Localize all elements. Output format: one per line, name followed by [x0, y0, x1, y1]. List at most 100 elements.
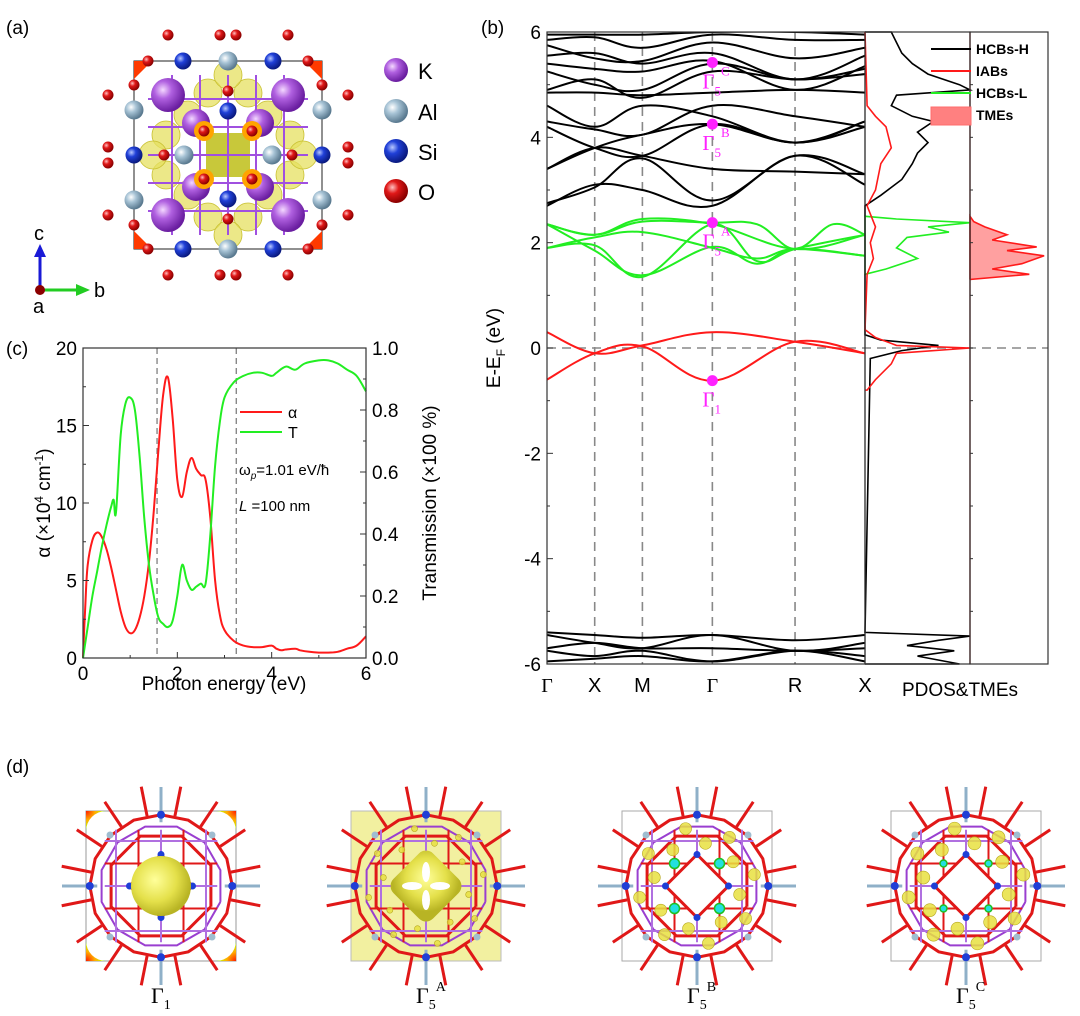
state-label: Γ5B [687, 980, 716, 1013]
bond [709, 786, 719, 817]
si-atom [962, 851, 970, 858]
state-label: Γ1 [151, 983, 171, 1013]
si-atom [1033, 882, 1042, 890]
si-atom [764, 882, 773, 890]
si-atom [962, 914, 970, 921]
bond [880, 828, 908, 848]
x-tick-label: 2 [172, 664, 183, 685]
legend-label-k: K [418, 59, 433, 84]
density-lobe [991, 830, 1006, 845]
chart-c-y2label: Transmission (×100 %) [420, 405, 441, 600]
bond [880, 924, 908, 944]
density-image-gamma5c [866, 786, 1066, 986]
legend-item-al: Al [384, 99, 438, 125]
panel-c-label: (c) [6, 339, 28, 360]
si-atom [350, 882, 359, 890]
band-line-hcbs-l [547, 219, 865, 251]
y-tick-label: 0 [66, 649, 77, 670]
a-axis-dot-icon [35, 285, 45, 295]
density-lobe [910, 846, 925, 861]
si-atom [228, 882, 237, 890]
density-lobe [480, 871, 487, 878]
si-atom [313, 146, 331, 164]
o-atom [162, 269, 174, 281]
bond [1004, 944, 1024, 972]
si-atom [264, 52, 282, 70]
density-image-gamma5b [597, 786, 797, 986]
density-lobe [699, 837, 712, 850]
o-atom [342, 89, 354, 101]
corner-density-icon [86, 811, 107, 832]
density-lobe [950, 921, 965, 936]
al-atom [218, 239, 238, 259]
bond [230, 864, 261, 874]
k-atom [151, 198, 185, 232]
bond [675, 955, 685, 986]
y2-tick-label: 0.2 [372, 587, 398, 608]
y2-tick-label: 1.0 [372, 339, 398, 360]
isosurface-hole [422, 862, 430, 882]
o-atom [158, 149, 170, 161]
b-axis-label: b [94, 280, 105, 302]
y-tick-label: 4 [530, 128, 541, 149]
bond [219, 828, 247, 848]
y-tick-label: 10 [56, 494, 77, 515]
o-atom [342, 141, 354, 153]
bond [1035, 864, 1066, 874]
o-atom [102, 141, 114, 153]
density-lobe [654, 903, 668, 917]
isosurface-hole [402, 882, 422, 890]
panel-a-label: (a) [6, 18, 29, 39]
bond [484, 828, 512, 848]
kpoint-label: Γ [541, 675, 553, 697]
bond [978, 786, 988, 817]
y2-tick-label: 0.4 [372, 525, 399, 546]
y-tick-label: 6 [530, 23, 541, 44]
kpoint-label: X [858, 675, 871, 697]
band-chart-ylabel: E-EF (eV) [484, 308, 508, 388]
si-atom [621, 882, 630, 890]
bond [230, 898, 261, 908]
density-lobe [739, 912, 752, 925]
bond [639, 944, 659, 972]
density-lobe [666, 843, 680, 857]
si-atom [219, 102, 237, 120]
x-tick-label: 6 [361, 664, 372, 685]
pdos-legend-item: TMEs [930, 106, 1014, 126]
density-lobe-cyan [668, 857, 681, 870]
bond [978, 955, 988, 986]
kpoint-label: Γ [707, 675, 719, 697]
y-tick-label: 0 [530, 339, 541, 360]
o-atom [246, 173, 258, 185]
density-lobe [935, 843, 949, 857]
al-atom [642, 831, 650, 839]
al-atom [312, 100, 332, 120]
y-tick-label: 2 [530, 234, 541, 255]
band-line-hcbs-h [547, 41, 865, 64]
si-atom [693, 953, 701, 962]
bond [639, 800, 659, 828]
bond [438, 955, 448, 986]
center-isosurface [390, 850, 462, 922]
legend-item-si: Si [384, 139, 438, 165]
series-transmission-line [82, 358, 367, 659]
density-lobe-cyan [939, 859, 948, 868]
al-atom [174, 145, 194, 165]
density-lobe [1001, 887, 1016, 902]
bond [709, 955, 719, 986]
o-atom [222, 213, 234, 225]
o-atom [162, 29, 174, 41]
bond [199, 944, 219, 972]
bond [675, 786, 685, 817]
si-atom [174, 240, 192, 258]
al-atom [911, 933, 919, 941]
legend-swatch-tmes [930, 106, 972, 126]
density-lobe-cyan [713, 902, 726, 915]
tmes-curve [969, 213, 1045, 281]
atom-al-icon [384, 99, 408, 123]
density-lobe-cyan [713, 857, 726, 870]
o-atom [102, 209, 114, 221]
bond [199, 800, 219, 828]
o-atom [102, 157, 114, 169]
